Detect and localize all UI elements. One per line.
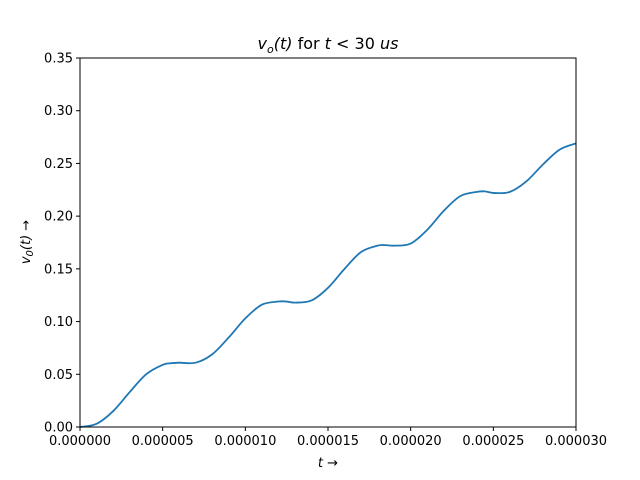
ylabel-arg: (t) [19,235,34,250]
x-tick-label: 0.000005 [132,434,194,449]
chart-title: vo(t) for t < 30 us [258,34,399,56]
y-tick-label: 0.00 [44,421,73,436]
plot-area [79,142,577,428]
title-sub: o [267,43,274,56]
y-axis-label: v0(t) → [19,220,36,264]
title-unit: us [380,34,398,53]
ylabel-arrow: → [19,220,34,235]
xlabel-arrow: → [323,456,338,471]
x-tick-label: 0.000030 [545,434,607,449]
title-t: t [325,34,332,53]
y-tick-label: 0.25 [44,157,73,172]
y-tick-label: 0.35 [44,52,73,67]
axis-ticks: 0.000000 0.000005 0.000010 0.000015 0.000020… [44,52,607,450]
ylabel-v: v [19,256,34,264]
title-mid: for [293,34,325,53]
y-tick-label: 0.05 [44,368,73,383]
title-lt: < 30 [331,34,380,53]
x-tick-label: 0.000025 [462,434,524,449]
title-arg: (t) [274,34,293,53]
axes-frame [79,57,577,428]
ylabel-sub: 0 [25,250,36,256]
series-line [79,142,577,428]
title-v: v [258,34,268,53]
xlabel-t: t [318,456,324,471]
x-tick-label: 0.000010 [214,434,276,449]
x-axis-label: t → [318,456,338,471]
y-tick-label: 0.30 [44,104,73,119]
y-tick-label: 0.10 [44,315,73,330]
y-tick-label: 0.15 [44,262,73,277]
y-tick-label: 0.20 [44,210,73,225]
x-tick-label: 0.000020 [380,434,442,449]
x-tick-label: 0.000015 [297,434,359,449]
x-tick-label: 0.000000 [49,434,111,449]
